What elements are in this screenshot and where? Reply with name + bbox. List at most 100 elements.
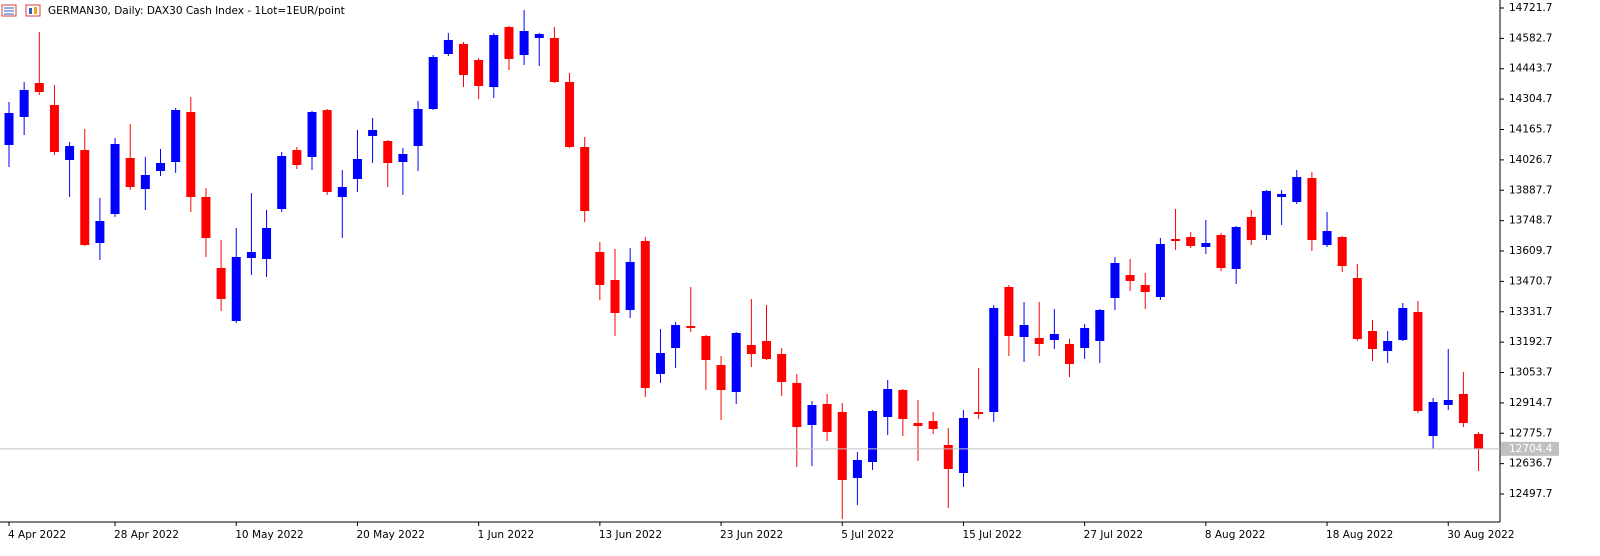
x-tick-label: 8 Aug 2022 (1205, 529, 1266, 541)
candle-body (1383, 340, 1393, 352)
candle-body (49, 105, 59, 153)
candle-body (1110, 262, 1120, 298)
candle-body (1277, 193, 1287, 198)
candle-body (580, 147, 590, 211)
y-tick-label: 12775.7 (1509, 427, 1552, 439)
y-tick-label: 14165.7 (1509, 124, 1552, 136)
y-tick-label: 12497.7 (1509, 488, 1552, 500)
title-icons (1, 4, 41, 17)
candle-body (1080, 327, 1090, 348)
candle-body (474, 60, 484, 86)
candle-body (610, 280, 620, 313)
candle-body (489, 35, 499, 87)
candle-body (1474, 433, 1484, 449)
candle-body (140, 174, 150, 190)
candle-body (428, 56, 438, 110)
candle-body (1443, 399, 1453, 405)
candle-body (307, 111, 317, 157)
candle-body (565, 81, 575, 148)
y-tick-label: 13053.7 (1509, 367, 1552, 379)
chart-title: GERMAN30, Daily: DAX30 Cash Index - 1Lot… (48, 5, 345, 17)
candle-body (731, 332, 741, 392)
current-price-box (1501, 441, 1559, 456)
candle-body (231, 256, 241, 321)
candle-body (519, 31, 529, 56)
candle-body (534, 34, 544, 39)
candle-body (398, 153, 408, 162)
candle-body (943, 444, 953, 469)
candle-body (1201, 243, 1211, 248)
candle-body (807, 404, 817, 425)
candle-body (595, 252, 605, 286)
candle-body (913, 422, 923, 427)
x-tick-label: 13 Jun 2022 (599, 529, 662, 541)
candle-body (125, 157, 135, 187)
y-tick-label: 12636.7 (1509, 458, 1552, 470)
candle-body (216, 268, 226, 299)
candle-body (958, 418, 968, 473)
candle-body (443, 39, 453, 54)
candle-body (504, 27, 514, 60)
candle-body (201, 197, 211, 238)
candle-body (746, 344, 756, 354)
candle-body (686, 326, 696, 328)
candle-body (186, 111, 196, 198)
y-tick-label: 13192.7 (1509, 336, 1552, 348)
candle-body (928, 420, 938, 429)
x-tick-label: 18 Aug 2022 (1326, 529, 1393, 541)
candle-body (852, 460, 862, 478)
x-tick-label: 23 Jun 2022 (720, 529, 783, 541)
candle-body (1186, 236, 1196, 246)
candle-body (1246, 216, 1256, 240)
candle-body (337, 186, 347, 198)
candle-body (277, 156, 287, 210)
candle-body (1171, 239, 1181, 241)
candle-body (4, 113, 14, 145)
candle-body (1322, 231, 1332, 245)
candle-body (762, 340, 771, 359)
x-tick-label: 15 Jul 2022 (962, 529, 1021, 541)
x-tick-label: 20 May 2022 (356, 529, 424, 541)
candle-body (640, 240, 650, 388)
candle-body (655, 352, 665, 374)
y-tick-label: 13470.7 (1509, 275, 1552, 287)
candle-body (1216, 235, 1226, 269)
y-tick-label: 13748.7 (1509, 215, 1552, 227)
icon (29, 8, 32, 14)
candle-body (1034, 337, 1044, 344)
candle-body (156, 163, 165, 171)
candle-body (716, 364, 726, 390)
candle-body (246, 252, 256, 258)
x-tick-label: 1 Jun 2022 (478, 529, 534, 541)
candle-body (262, 227, 272, 260)
candle-body (383, 140, 393, 164)
candle-body (1337, 236, 1347, 266)
y-tick-label: 13609.7 (1509, 245, 1552, 257)
y-tick-label: 14721.7 (1509, 2, 1552, 14)
candle-body (989, 307, 999, 412)
y-tick-label: 13887.7 (1509, 184, 1552, 196)
candle-body (95, 220, 105, 244)
candle-body (868, 410, 878, 462)
candle-body (1292, 177, 1302, 203)
candle-body (671, 324, 681, 348)
icon (25, 4, 41, 17)
candle-body (777, 353, 787, 382)
candle-body (1458, 393, 1468, 423)
candle-body (110, 143, 120, 215)
y-tick-label: 14026.7 (1509, 154, 1552, 166)
y-tick-label: 14443.7 (1509, 63, 1552, 75)
x-tick-label: 27 Jul 2022 (1084, 529, 1143, 541)
candle-body (1428, 402, 1438, 436)
candle-body (65, 145, 75, 161)
candle-body (19, 89, 29, 118)
candle-body (171, 110, 181, 162)
candle-body (1155, 243, 1165, 298)
y-tick-label: 14582.7 (1509, 32, 1552, 44)
x-tick-label: 5 Jul 2022 (841, 529, 894, 541)
y-tick-label: 12914.7 (1509, 397, 1552, 409)
candle-body (974, 411, 984, 415)
icon (34, 7, 37, 14)
